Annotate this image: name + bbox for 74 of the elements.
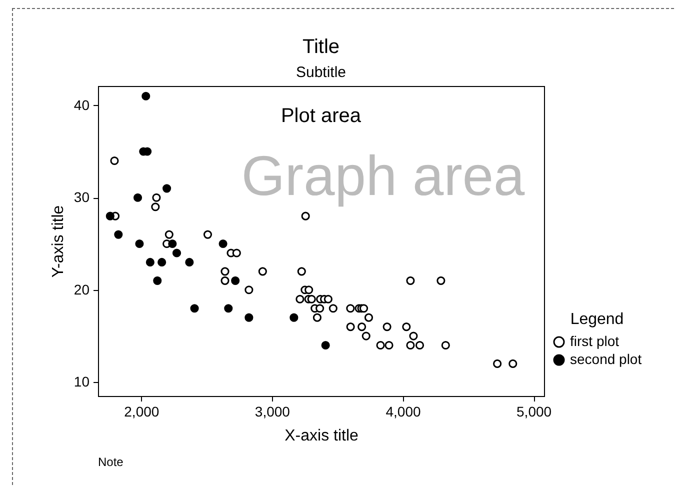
legend-title: Legend bbox=[570, 311, 624, 328]
x-tick-label: 2,000 bbox=[124, 404, 160, 420]
point bbox=[409, 332, 418, 340]
point bbox=[290, 313, 298, 322]
point bbox=[162, 184, 172, 193]
point bbox=[406, 276, 415, 285]
chart-subtitle: Subtitle bbox=[296, 64, 346, 81]
point bbox=[164, 230, 174, 239]
point bbox=[304, 286, 314, 294]
point bbox=[231, 276, 240, 285]
point bbox=[244, 313, 254, 322]
annotation: Graph area bbox=[241, 144, 526, 207]
point bbox=[406, 340, 415, 350]
point bbox=[307, 294, 316, 304]
point bbox=[316, 304, 324, 313]
point bbox=[508, 359, 518, 368]
y-tick-label: 40 bbox=[74, 96, 90, 113]
point bbox=[185, 258, 194, 266]
point bbox=[493, 359, 502, 368]
point bbox=[151, 202, 160, 212]
point bbox=[415, 340, 424, 350]
point bbox=[224, 304, 233, 313]
point bbox=[324, 294, 332, 304]
point bbox=[153, 276, 162, 285]
point bbox=[232, 248, 241, 258]
point bbox=[328, 304, 338, 313]
point bbox=[172, 248, 182, 258]
point bbox=[364, 313, 374, 322]
point bbox=[114, 230, 123, 239]
point bbox=[382, 322, 392, 332]
point bbox=[358, 322, 366, 332]
point bbox=[258, 267, 267, 276]
point bbox=[203, 230, 212, 239]
point bbox=[362, 332, 370, 340]
point bbox=[106, 212, 114, 220]
point bbox=[359, 304, 368, 313]
point bbox=[146, 258, 154, 266]
point bbox=[297, 267, 306, 276]
point bbox=[441, 340, 450, 350]
legend-label: first plot bbox=[570, 333, 620, 349]
point bbox=[133, 193, 142, 202]
annotation: Plot area bbox=[280, 105, 362, 127]
point bbox=[321, 340, 330, 350]
point bbox=[142, 92, 150, 100]
y-axis-title: Y-axis title bbox=[50, 205, 67, 278]
point bbox=[158, 258, 166, 266]
point bbox=[346, 304, 355, 313]
point bbox=[220, 276, 230, 285]
point bbox=[168, 239, 177, 248]
point bbox=[244, 286, 254, 294]
point bbox=[190, 304, 199, 313]
x-tick-label: 5,000 bbox=[516, 404, 552, 420]
point bbox=[152, 193, 161, 202]
point bbox=[312, 313, 322, 322]
point bbox=[384, 340, 394, 350]
y-tick-label: 10 bbox=[74, 374, 90, 390]
point bbox=[376, 340, 385, 350]
point bbox=[301, 212, 310, 220]
chart-title: Title bbox=[302, 36, 340, 58]
point bbox=[296, 294, 304, 304]
legend-label: second plot bbox=[570, 351, 642, 367]
point bbox=[402, 322, 411, 332]
point bbox=[346, 322, 355, 332]
x-axis-title: X-axis title bbox=[284, 428, 358, 444]
text: Note bbox=[98, 455, 124, 469]
y-tick-label: 30 bbox=[74, 189, 90, 206]
point bbox=[218, 239, 228, 248]
x-tick-label: 3,000 bbox=[254, 404, 290, 420]
point bbox=[135, 239, 144, 248]
x-tick-label: 4,000 bbox=[386, 404, 421, 420]
point bbox=[220, 267, 230, 276]
point bbox=[110, 156, 119, 166]
point bbox=[436, 276, 446, 285]
y-tick-label: 20 bbox=[74, 281, 90, 298]
